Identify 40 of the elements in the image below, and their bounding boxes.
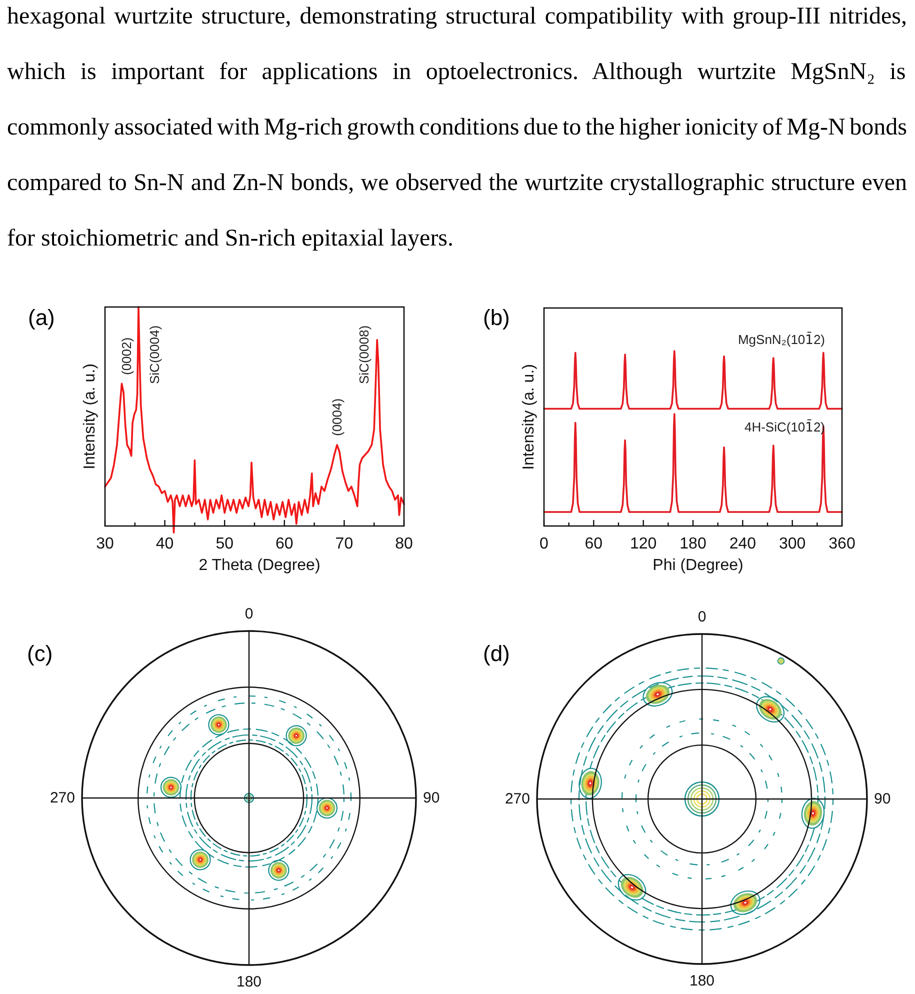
x-tick-label: 60 bbox=[276, 536, 294, 552]
annotation: SiC(0004) bbox=[147, 325, 162, 384]
x-tick-label: 360 bbox=[828, 536, 856, 552]
text: (d) bbox=[483, 641, 510, 666]
x-axis-title: 2 Theta (Degree) bbox=[198, 557, 320, 574]
x-axis-title: Phi (Degree) bbox=[652, 557, 744, 574]
x-tick-label: 0 bbox=[540, 536, 549, 552]
text: commonly associated with Mg-rich growth conditions due to the higher ionicity of Mg-N bonds bbox=[7, 114, 908, 140]
text: 180 bbox=[236, 974, 262, 990]
x-tick-label: 30 bbox=[96, 536, 114, 552]
text: 0 bbox=[244, 606, 254, 622]
y-axis-title: Intensity (a. u.) bbox=[82, 364, 98, 470]
x-tick-label: 120 bbox=[630, 536, 657, 552]
annotation: (0002) bbox=[119, 337, 134, 375]
annotation: SiC(0008) bbox=[356, 325, 372, 384]
x-tick-label: 240 bbox=[729, 536, 756, 552]
text: 90 bbox=[874, 790, 891, 808]
text: (c) bbox=[27, 641, 53, 666]
x-tick-label: 40 bbox=[156, 536, 174, 552]
text: 0 bbox=[698, 608, 706, 626]
x-tick-label: 50 bbox=[216, 536, 234, 552]
series-label: 4H-SiC(101̄2) bbox=[744, 419, 825, 436]
x-tick-label: 60 bbox=[584, 536, 603, 552]
chart-title: (b) bbox=[483, 305, 510, 330]
text: 270 bbox=[50, 790, 75, 806]
annotation: (0004) bbox=[330, 398, 344, 436]
chart-title: (a) bbox=[28, 305, 55, 330]
text: which is important for applications in optoelectronics. Although wurtzite MgSnN₂ is bbox=[7, 59, 906, 85]
text: 90 bbox=[423, 790, 440, 806]
text: 180 bbox=[689, 972, 715, 990]
text: hexagonal wurtzite structure, demonstrating structural compatibility with group-III nitrides, bbox=[7, 4, 907, 30]
y-axis-title: Intensity (a. u.) bbox=[520, 364, 538, 470]
x-tick-label: 80 bbox=[395, 536, 413, 552]
text: compared to Sn-N and Zn-N bonds, we observed the wurtzite crystallographic structure even bbox=[7, 170, 907, 196]
x-tick-label: 70 bbox=[335, 536, 354, 552]
x-tick-label: 300 bbox=[778, 536, 806, 552]
text: for stoichiometric and Sn-rich epitaxial layers. bbox=[7, 226, 454, 252]
x-tick-label: 180 bbox=[680, 536, 706, 552]
series-label: MgSnN₂(101̄2) bbox=[738, 332, 825, 348]
text: 270 bbox=[504, 790, 530, 808]
